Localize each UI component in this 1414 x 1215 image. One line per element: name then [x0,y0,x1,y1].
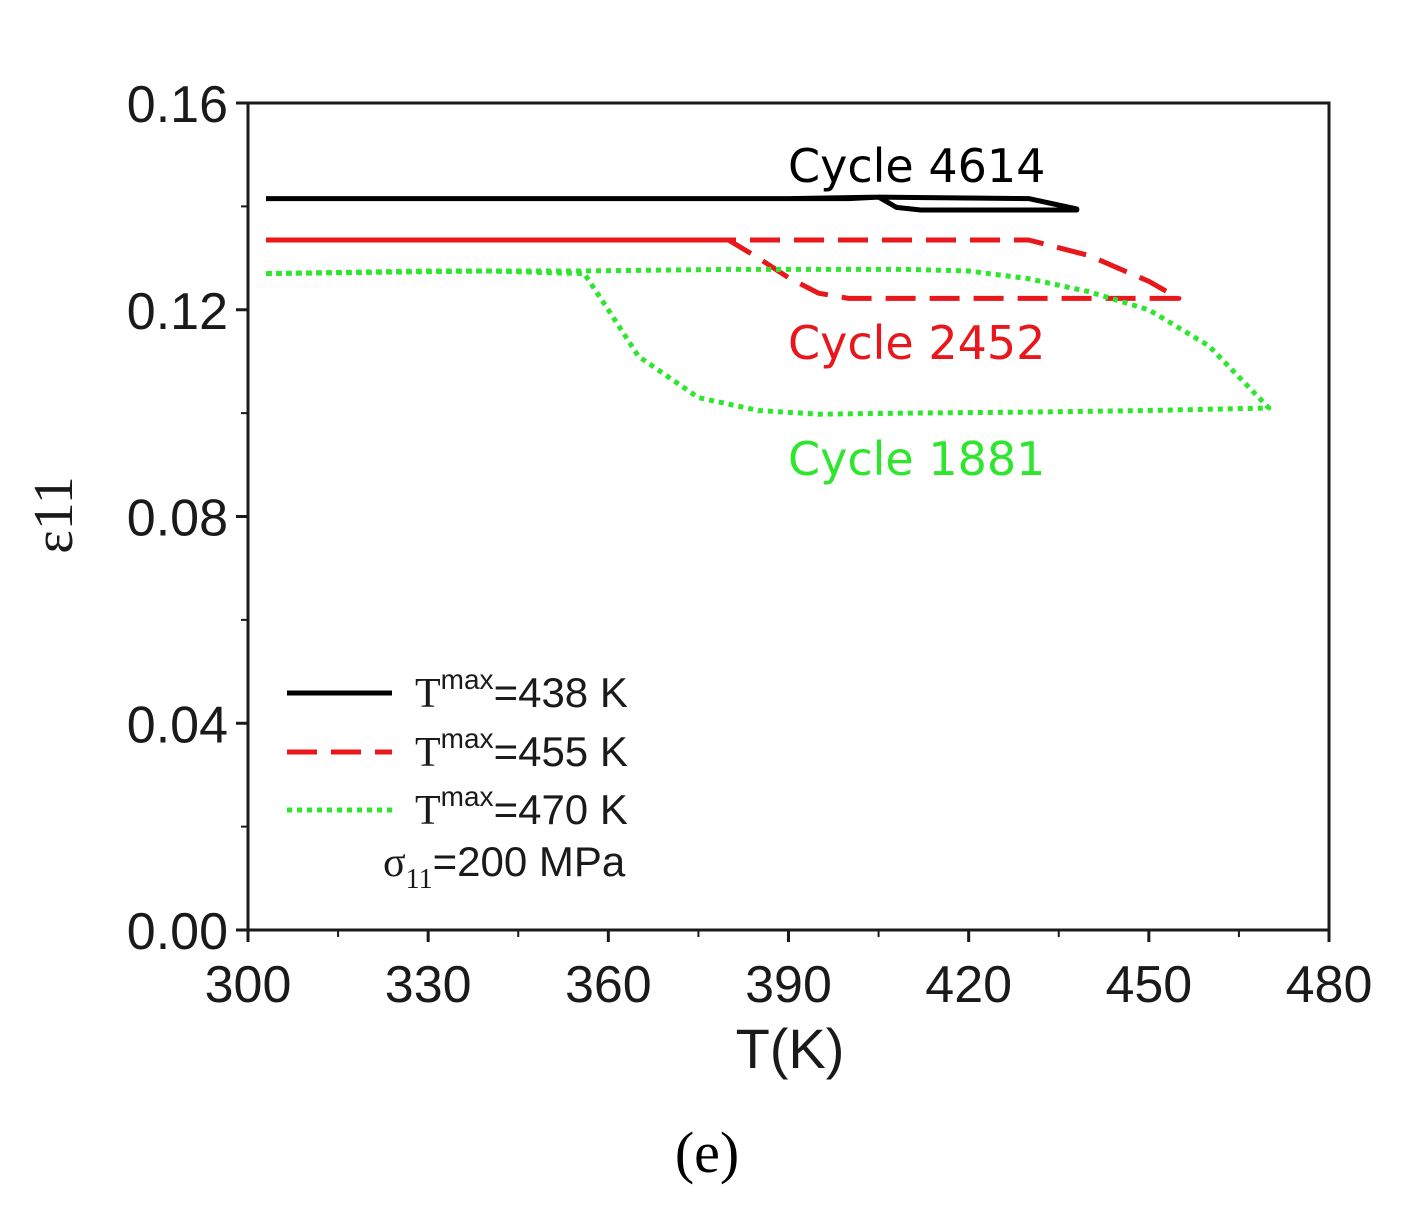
y-tick-label: 0.08 [127,490,228,548]
tick-labels: 300 330 360 390 420 450 480 0.00 0.04 0.08 0.12 0.1… [127,76,1373,1014]
x-tick-label: 450 [1105,956,1192,1014]
series-line-3 [265,266,1272,417]
axis-ticks [236,101,1331,942]
panel-label: (e) [675,1120,739,1185]
y-tick-label: 0.04 [127,696,228,754]
y-tick-label: 0.12 [127,283,228,341]
annotation-cycle-1881: Cycle 1881 [788,432,1045,486]
y-axis-title: ε11 [23,476,85,553]
legend-label-438: Tmax=438 K [415,664,628,717]
plot-frame [246,101,1331,932]
x-tick-label: 360 [565,956,652,1014]
annotation-cycle-2452: Cycle 2452 [788,316,1045,370]
stress-label: σ11=200 MPa [383,838,626,895]
legend-label-470: Tmax=470 K [415,781,628,834]
x-tick-label: 300 [205,956,292,1014]
series-line-2 [266,237,1182,301]
x-tick-label: 390 [745,956,832,1014]
x-tick-label: 330 [385,956,472,1014]
y-tick-label: 0.00 [127,903,228,961]
annotation-cycle-4614: Cycle 4614 [788,139,1045,193]
x-tick-label: 480 [1286,956,1373,1014]
x-tick-label: 420 [925,956,1012,1014]
series-layer [265,194,1272,417]
series-line-1 [266,194,1080,213]
legend: Tmax=438 K Tmax=455 K Tmax=470 K σ11=200… [287,664,628,895]
x-axis-title: T(K) [736,1017,845,1080]
legend-label-455: Tmax=455 K [415,723,628,776]
y-tick-label: 0.16 [127,76,228,134]
